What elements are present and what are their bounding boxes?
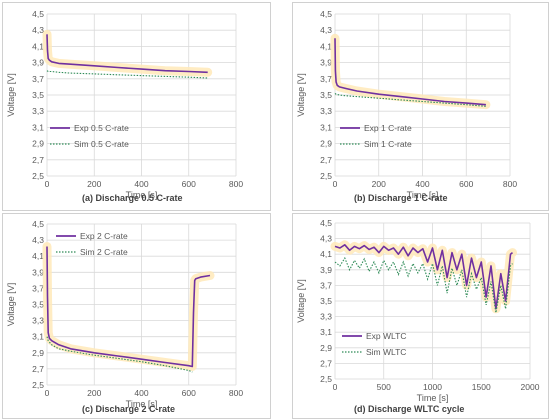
- y-tick-label: 3,5: [32, 90, 44, 100]
- y-tick-label: 4,5: [32, 9, 44, 19]
- caption-a: (a) Discharge 0.5 C-rate: [82, 193, 183, 203]
- y-tick-label: 2,5: [320, 374, 332, 384]
- y-tick-label: 3,3: [320, 106, 332, 116]
- series-line-sim: [334, 256, 513, 313]
- x-tick-label: 800: [503, 179, 517, 189]
- x-tick-label: 800: [229, 388, 243, 398]
- y-tick-label: 2,7: [320, 155, 332, 165]
- x-axis-label: Time [s]: [126, 190, 158, 200]
- y-tick-label: 4,3: [320, 234, 332, 244]
- legend-label: Exp 0.5 C-rate: [74, 123, 129, 133]
- x-tick-label: 200: [87, 388, 101, 398]
- series-line-exp: [334, 38, 486, 106]
- y-tick-label: 2,9: [32, 348, 44, 358]
- x-tick-label: 400: [134, 388, 148, 398]
- y-tick-label: 4,5: [320, 9, 332, 19]
- y-tick-label: 3,1: [32, 122, 44, 132]
- y-tick-label: 3,7: [32, 283, 44, 293]
- y-tick-label: 3,7: [320, 74, 332, 84]
- y-tick-label: 2,7: [320, 358, 332, 368]
- y-tick-label: 3,3: [32, 316, 44, 326]
- x-axis-label: Time [s]: [407, 190, 439, 200]
- legend-label: Sim 1 C-rate: [364, 139, 412, 149]
- y-axis-label: Voltage [V]: [296, 73, 306, 117]
- y-tick-label: 3,5: [320, 90, 332, 100]
- x-tick-label: 600: [182, 179, 196, 189]
- y-axis-label: Voltage [V]: [6, 73, 16, 117]
- y-tick-label: 3,9: [320, 265, 332, 275]
- y-tick-label: 3,1: [320, 122, 332, 132]
- legend-label: Exp WLTC: [366, 331, 406, 341]
- y-tick-label: 4,5: [32, 219, 44, 229]
- x-axis-label: Time [s]: [417, 393, 449, 403]
- y-tick-label: 2,5: [32, 171, 44, 181]
- y-tick-label: 3,9: [32, 267, 44, 277]
- y-tick-label: 3,3: [32, 106, 44, 116]
- series-line-sim: [334, 92, 486, 107]
- series-line-sim: [46, 70, 208, 79]
- x-tick-label: 500: [377, 382, 391, 392]
- x-tick-label: 200: [372, 179, 386, 189]
- x-tick-label: 600: [182, 388, 196, 398]
- y-tick-label: 4,1: [320, 41, 332, 51]
- legend-label: Exp 2 C-rate: [80, 231, 128, 241]
- y-tick-label: 2,9: [320, 139, 332, 149]
- y-tick-label: 4,5: [320, 218, 332, 228]
- series-line-exp: [46, 246, 211, 368]
- y-tick-label: 2,9: [32, 139, 44, 149]
- legend-label: Sim WLTC: [366, 347, 406, 357]
- y-axis-label: Voltage [V]: [296, 279, 306, 323]
- y-tick-label: 2,9: [320, 343, 332, 353]
- x-tick-label: 0: [333, 179, 338, 189]
- caption-c: (c) Discharge 2 C-rate: [82, 404, 176, 414]
- y-tick-label: 4,3: [320, 25, 332, 35]
- y-tick-label: 4,1: [320, 249, 332, 259]
- y-tick-label: 3,9: [320, 58, 332, 68]
- y-tick-label: 3,1: [320, 327, 332, 337]
- y-tick-label: 3,5: [320, 296, 332, 306]
- x-tick-label: 0: [333, 382, 338, 392]
- series-line-exp: [334, 244, 513, 310]
- y-tick-label: 3,7: [320, 280, 332, 290]
- x-tick-label: 2000: [521, 382, 540, 392]
- x-tick-label: 400: [134, 179, 148, 189]
- y-tick-label: 4,3: [32, 25, 44, 35]
- y-tick-label: 3,3: [320, 312, 332, 322]
- y-axis-label: Voltage [V]: [6, 283, 16, 327]
- series-line-exp: [46, 34, 208, 74]
- legend-label: Exp 1 C-rate: [364, 123, 412, 133]
- x-tick-label: 0: [45, 388, 50, 398]
- y-tick-label: 4,1: [32, 41, 44, 51]
- x-tick-label: 800: [229, 179, 243, 189]
- legend-label: Sim 0.5 C-rate: [74, 139, 129, 149]
- series-line-sim: [46, 336, 193, 373]
- y-tick-label: 3,5: [32, 300, 44, 310]
- y-tick-label: 3,1: [32, 332, 44, 342]
- legend-label: Sim 2 C-rate: [80, 247, 128, 257]
- x-tick-label: 600: [459, 179, 473, 189]
- caption-b: (b) Discharge 1 C-rate: [354, 193, 448, 203]
- x-axis-label: Time [s]: [126, 399, 158, 409]
- x-tick-label: 400: [415, 179, 429, 189]
- y-tick-label: 2,7: [32, 155, 44, 165]
- x-tick-label: 200: [87, 179, 101, 189]
- y-tick-label: 2,7: [32, 364, 44, 374]
- x-tick-label: 1000: [423, 382, 442, 392]
- caption-d: (d) Discharge WLTC cycle: [354, 404, 465, 414]
- x-tick-label: 1500: [472, 382, 491, 392]
- x-tick-label: 0: [45, 179, 50, 189]
- y-tick-label: 3,7: [32, 74, 44, 84]
- y-tick-label: 4,1: [32, 251, 44, 261]
- y-tick-label: 4,3: [32, 235, 44, 245]
- y-tick-label: 2,5: [32, 380, 44, 390]
- y-tick-label: 2,5: [320, 171, 332, 181]
- y-tick-label: 3,9: [32, 58, 44, 68]
